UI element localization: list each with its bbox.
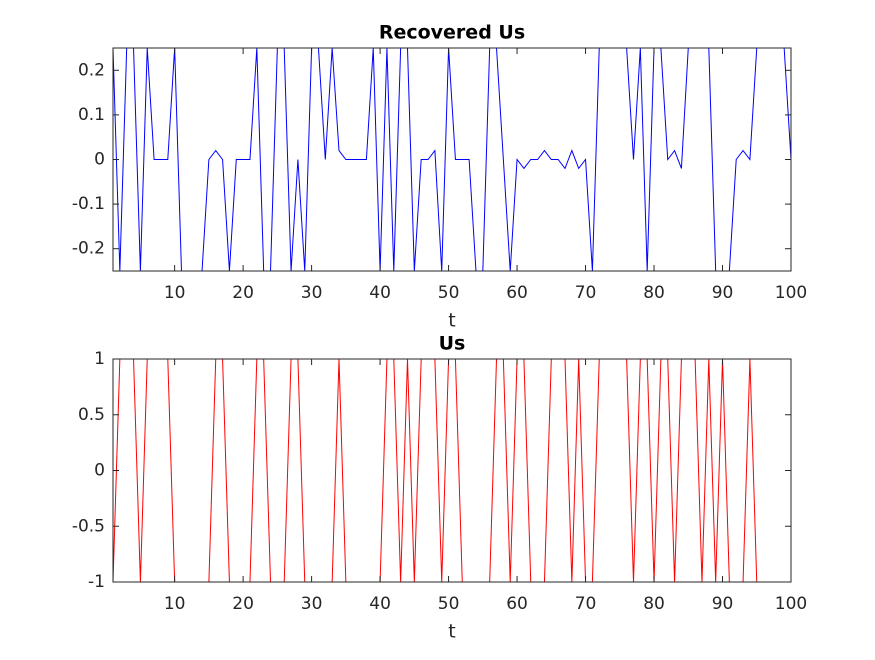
- x-tick-label: 60: [506, 283, 528, 303]
- x-tick-label: 30: [301, 594, 323, 614]
- x-tick-label: 10: [164, 594, 186, 614]
- x-tick-label: 100: [775, 594, 807, 614]
- y-tick-label: -0.5: [72, 516, 105, 536]
- x-tick-label: 10: [164, 283, 186, 303]
- x-tick-label: 20: [232, 594, 254, 614]
- x-axis-label: t: [448, 621, 455, 643]
- x-tick-label: 30: [301, 283, 323, 303]
- x-tick-label: 40: [369, 283, 391, 303]
- y-tick-label: 0: [94, 150, 105, 170]
- x-tick-label: 50: [438, 594, 460, 614]
- y-tick-label: -0.2: [72, 239, 105, 259]
- y-tick-label: 0: [94, 461, 105, 481]
- x-tick-label: 20: [232, 283, 254, 303]
- x-tick-label: 80: [643, 283, 665, 303]
- chart-title: Us: [439, 333, 466, 355]
- x-tick-label: 80: [643, 594, 665, 614]
- x-tick-label: 90: [712, 283, 734, 303]
- series-line: [112, 47, 792, 272]
- y-tick-label: -1: [88, 572, 105, 592]
- chart-title: Recovered Us: [379, 22, 525, 44]
- x-tick-label: 70: [575, 283, 597, 303]
- plot-area: [113, 48, 791, 271]
- y-tick-label: -0.1: [72, 194, 105, 214]
- x-axis-label: t: [448, 310, 455, 332]
- y-tick-label: 0.5: [78, 405, 105, 425]
- y-tick-label: 1: [94, 349, 105, 369]
- y-tick-label: 0.1: [78, 105, 105, 125]
- x-tick-label: 60: [506, 594, 528, 614]
- x-tick-label: 100: [775, 283, 807, 303]
- x-tick-label: 40: [369, 594, 391, 614]
- x-tick-label: 50: [438, 283, 460, 303]
- x-tick-label: 90: [712, 594, 734, 614]
- x-tick-label: 70: [575, 594, 597, 614]
- y-tick-label: 0.2: [78, 60, 105, 80]
